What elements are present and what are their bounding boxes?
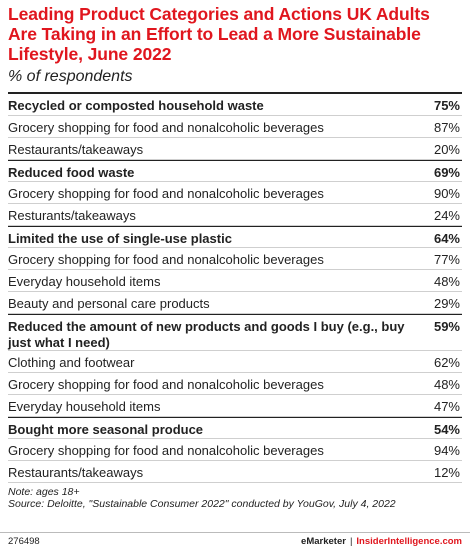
group-row: Reduced food waste 69% [8,160,462,182]
item-row: Grocery shopping for food and nonalcohol… [8,439,462,461]
group-row: Recycled or composted household waste 75% [8,94,462,116]
chart-subtitle: % of respondents [8,68,133,85]
item-value: 48% [433,274,460,289]
group-value: 64% [433,231,460,246]
item-value: 20% [433,142,460,157]
item-value: 29% [433,296,460,311]
item-label: Beauty and personal care products [8,296,210,311]
chart-header: Leading Product Categories and Actions U… [0,0,470,86]
item-row: Restaurants/takeaways 12% [8,461,462,483]
item-label: Grocery shopping for food and nonalcohol… [8,443,324,458]
item-label: Restaurants/takeaways [8,465,144,480]
item-row: Grocery shopping for food and nonalcohol… [8,373,462,395]
group-label: Limited the use of single-use plastic [8,231,232,246]
item-label: Grocery shopping for food and nonalcohol… [8,120,324,135]
group-row: Limited the use of single-use plastic 64% [8,226,462,248]
item-value: 12% [433,465,460,480]
group-value: 54% [433,422,460,437]
footer-brand-group: eMarketer | InsiderIntelligence.com [301,536,462,547]
data-table: Recycled or composted household waste 75%… [8,92,462,483]
source-text: Source: Deloitte, "Sustainable Consumer … [8,498,396,510]
brand-emarketer: eMarketer [301,536,346,547]
item-row: Resturants/takeaways 24% [8,204,462,226]
item-row: Grocery shopping for food and nonalcohol… [8,116,462,138]
item-label: Restaurants/takeaways [8,142,144,157]
item-value: 77% [433,252,460,267]
item-value: 47% [433,399,460,414]
item-label: Everyday household items [8,399,161,414]
brand-insider-intelligence: InsiderIntelligence.com [356,536,462,547]
group-value: 69% [433,165,460,180]
item-value: 87% [433,120,460,135]
group-label: Bought more seasonal produce [8,422,204,437]
item-label: Resturants/takeaways [8,208,136,223]
footer: 276498 eMarketer | InsiderIntelligence.com [0,532,470,550]
group-value: 59% [433,319,460,334]
note-text: Note: ages 18+ [8,486,80,498]
item-row: Clothing and footwear 62% [8,351,462,373]
item-label: Everyday household items [8,274,161,289]
item-label: Grocery shopping for food and nonalcohol… [8,377,324,392]
item-row: Grocery shopping for food and nonalcohol… [8,182,462,204]
chart-title: Leading Product Categories and Actions U… [8,4,430,64]
item-value: 94% [433,443,460,458]
item-value: 48% [433,377,460,392]
item-label: Grocery shopping for food and nonalcohol… [8,186,324,201]
item-label: Grocery shopping for food and nonalcohol… [8,252,324,267]
item-value: 90% [433,186,460,201]
item-value: 24% [433,208,460,223]
item-label: Clothing and footwear [8,355,135,370]
group-label: Reduced the amount of new products and g… [8,319,405,350]
chart-id: 276498 [8,536,40,547]
group-label: Reduced food waste [8,165,135,180]
footer-separator: | [349,536,353,547]
item-row: Everyday household items 47% [8,395,462,417]
item-value: 62% [433,355,460,370]
notes: Note: ages 18+ Source: Deloitte, "Sustai… [8,486,462,510]
group-row: Reduced the amount of new products and g… [8,314,462,351]
item-row: Restaurants/takeaways 20% [8,138,462,160]
item-row: Beauty and personal care products 29% [8,292,462,314]
item-row: Grocery shopping for food and nonalcohol… [8,248,462,270]
item-row: Everyday household items 48% [8,270,462,292]
group-label: Recycled or composted household waste [8,98,264,113]
group-row: Bought more seasonal produce 54% [8,417,462,439]
group-value: 75% [433,98,460,113]
